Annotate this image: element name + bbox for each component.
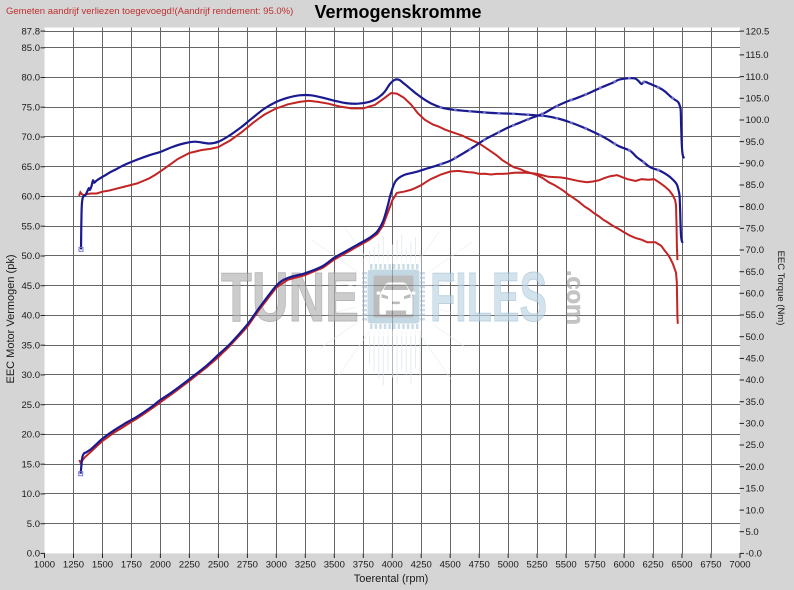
svg-text:3250: 3250 [295, 560, 316, 571]
svg-text:25.0: 25.0 [746, 440, 765, 451]
svg-text:3500: 3500 [324, 560, 345, 571]
svg-text:4250: 4250 [411, 560, 432, 571]
svg-text:25.0: 25.0 [22, 400, 41, 411]
svg-text:95.0: 95.0 [746, 137, 765, 148]
svg-text:20.0: 20.0 [22, 430, 41, 441]
svg-text:5.0: 5.0 [746, 527, 759, 538]
svg-text:10.0: 10.0 [746, 505, 765, 516]
svg-text:4750: 4750 [469, 560, 490, 571]
svg-text:2500: 2500 [208, 560, 229, 571]
svg-text:90.0: 90.0 [746, 159, 765, 170]
svg-text:70.0: 70.0 [746, 245, 765, 256]
svg-text:70.0: 70.0 [22, 132, 41, 143]
svg-text:10.0: 10.0 [22, 489, 41, 500]
svg-text:60.0: 60.0 [746, 289, 765, 300]
svg-text:4500: 4500 [440, 560, 461, 571]
svg-text:85.0: 85.0 [746, 180, 765, 191]
svg-text:FILES: FILES [430, 258, 547, 336]
svg-text:110.0: 110.0 [746, 72, 769, 83]
svg-text:55.0: 55.0 [746, 310, 765, 321]
svg-text:65.0: 65.0 [22, 162, 41, 173]
svg-text:45.0: 45.0 [22, 281, 41, 292]
svg-text:Gemeten aandrijf verliezen toe: Gemeten aandrijf verliezen toegevoegd!(A… [6, 6, 293, 17]
svg-text:7000: 7000 [729, 560, 750, 571]
svg-text:75.0: 75.0 [22, 102, 41, 113]
svg-text:50.0: 50.0 [22, 251, 41, 262]
svg-text:50.0: 50.0 [746, 332, 765, 343]
svg-text:-0.0: -0.0 [746, 549, 762, 560]
svg-text:6750: 6750 [700, 560, 721, 571]
svg-text:20.0: 20.0 [746, 462, 765, 473]
svg-text:40.0: 40.0 [22, 311, 41, 322]
svg-text:3000: 3000 [266, 560, 287, 571]
svg-text:30.0: 30.0 [22, 370, 41, 381]
svg-text:1000: 1000 [34, 560, 55, 571]
svg-text:55.0: 55.0 [22, 221, 41, 232]
svg-text:EEC Torque (Nm): EEC Torque (Nm) [775, 251, 786, 326]
svg-text:30.0: 30.0 [746, 419, 765, 430]
svg-text:1500: 1500 [92, 560, 113, 571]
svg-text:0.0: 0.0 [27, 549, 40, 560]
svg-text:3750: 3750 [353, 560, 374, 571]
svg-text:6250: 6250 [643, 560, 664, 571]
svg-text:5500: 5500 [556, 560, 577, 571]
svg-text:2000: 2000 [150, 560, 171, 571]
svg-text:5.0: 5.0 [27, 519, 40, 530]
svg-text:.com: .com [561, 270, 588, 325]
svg-text:2750: 2750 [237, 560, 258, 571]
svg-text:45.0: 45.0 [746, 354, 765, 365]
svg-text:15.0: 15.0 [22, 459, 41, 470]
svg-text:1750: 1750 [121, 560, 142, 571]
svg-text:120.5: 120.5 [746, 26, 770, 37]
svg-text:105.0: 105.0 [746, 94, 770, 105]
svg-text:100.0: 100.0 [746, 115, 770, 126]
svg-text:80.0: 80.0 [22, 73, 41, 84]
svg-text:75.0: 75.0 [746, 224, 765, 235]
svg-text:EEC Motor Vermogen (pk): EEC Motor Vermogen (pk) [5, 255, 17, 384]
svg-text:115.0: 115.0 [746, 50, 769, 61]
svg-text:35.0: 35.0 [746, 397, 765, 408]
svg-text:15.0: 15.0 [746, 484, 765, 495]
svg-text:6500: 6500 [671, 560, 692, 571]
svg-text:65.0: 65.0 [746, 267, 765, 278]
svg-text:6000: 6000 [614, 560, 635, 571]
svg-text:85.0: 85.0 [22, 43, 41, 54]
svg-text:40.0: 40.0 [746, 375, 765, 386]
svg-text:1250: 1250 [63, 560, 84, 571]
svg-text:2250: 2250 [179, 560, 200, 571]
svg-text:TUNE: TUNE [221, 258, 359, 336]
svg-text:Vermogenskromme: Vermogenskromme [314, 2, 481, 22]
svg-text:35.0: 35.0 [22, 340, 41, 351]
svg-text:4000: 4000 [382, 560, 403, 571]
svg-text:5750: 5750 [585, 560, 606, 571]
svg-text:87.8: 87.8 [22, 26, 41, 37]
svg-text:5250: 5250 [527, 560, 548, 571]
svg-text:Toerental (rpm): Toerental (rpm) [354, 573, 429, 585]
svg-text:80.0: 80.0 [746, 202, 765, 213]
svg-text:5000: 5000 [498, 560, 519, 571]
svg-text:60.0: 60.0 [22, 192, 41, 203]
